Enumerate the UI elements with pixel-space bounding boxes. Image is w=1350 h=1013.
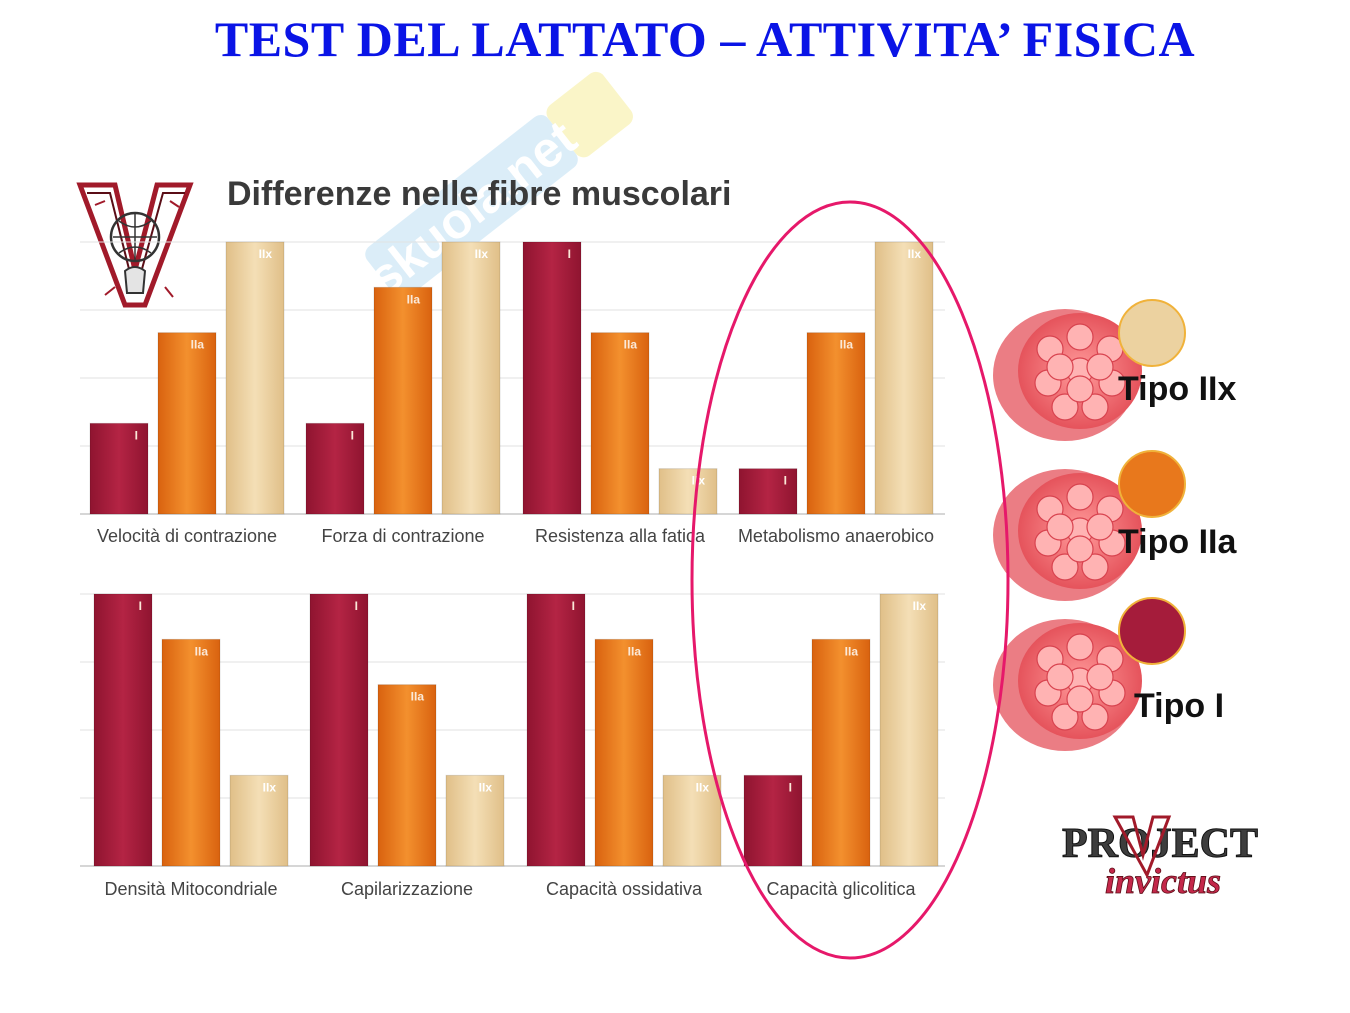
panel-title: Capacità ossidativa (546, 879, 703, 899)
chart-panel: I IIa IIx Densità Mitocondriale (93, 593, 289, 899)
bar-label: I (139, 599, 142, 613)
chart-panel: I IIa IIx Velocità di contrazione (89, 241, 285, 546)
legend-swatch (1118, 450, 1186, 518)
bar-label: IIa (407, 292, 421, 306)
bar-label: IIx (263, 780, 277, 794)
bar-i (522, 241, 582, 515)
chart-panel: I IIa IIx Capilarizzazione (309, 593, 505, 899)
bar-iia (161, 638, 221, 867)
bar-label: IIx (475, 247, 489, 261)
bar-label: IIx (696, 780, 710, 794)
bar-iia (373, 286, 433, 515)
bar-label: IIa (624, 338, 638, 352)
bar-label: I (355, 599, 358, 613)
bar-label: IIx (259, 247, 273, 261)
bar-i (743, 774, 803, 867)
bar-i (89, 422, 149, 515)
chart-heading: Differenze nelle fibre muscolari (227, 175, 732, 213)
bar-iia (590, 332, 650, 515)
bar-label: IIa (411, 690, 425, 704)
panel-title: Metabolismo anaerobico (738, 526, 934, 546)
bar-label: IIx (913, 599, 927, 613)
bar-label: IIa (840, 338, 854, 352)
bar-iia (806, 332, 866, 515)
panel-title: Velocità di contrazione (97, 526, 277, 546)
project-invictus-logo: PROJECT invictus (1061, 815, 1259, 900)
legend-label-iia: Tipo IIa (1118, 523, 1237, 561)
chart-panel: I IIa IIx Forza di contrazione (305, 241, 501, 546)
bar-label: IIa (628, 644, 642, 658)
bar-iia (811, 638, 871, 867)
bar-i (526, 593, 586, 867)
bar-iix (229, 774, 289, 867)
bar-label: I (135, 428, 138, 442)
chart-panel: I IIa IIx Capacità ossidativa (526, 593, 722, 899)
bar-label: I (351, 428, 354, 442)
bar-label: I (789, 780, 792, 794)
muscle-bundle-icon (993, 619, 1142, 751)
bar-label: I (572, 599, 575, 613)
panel-title: Densità Mitocondriale (104, 879, 277, 899)
legend-label-iix: Tipo IIx (1118, 370, 1237, 408)
panel-title: Resistenza alla fatica (535, 526, 706, 546)
bar-label: IIa (845, 644, 859, 658)
bar-iix (445, 774, 505, 867)
panel-title: Capilarizzazione (341, 879, 473, 899)
bar-iix (225, 241, 285, 515)
bar-iia (157, 332, 217, 515)
bar-iia (377, 684, 437, 867)
bar-label: IIa (195, 644, 209, 658)
legend-label-i: Tipo I (1134, 687, 1225, 725)
bar-i (305, 422, 365, 515)
bar-label: I (784, 474, 787, 488)
bar-iix (874, 241, 934, 515)
project-logo-line2: invictus (1105, 861, 1221, 900)
bar-label: IIx (479, 780, 493, 794)
legend-swatch (1118, 597, 1186, 665)
bar-i (309, 593, 369, 867)
legend-swatch (1118, 299, 1186, 367)
bar-label: IIa (191, 338, 205, 352)
muscle-bundle-icon (993, 309, 1142, 441)
bar-i (738, 468, 798, 515)
bar-i (93, 593, 153, 867)
chart-panel: I IIa IIx Metabolismo anaerobico (738, 241, 934, 546)
bar-iix (441, 241, 501, 515)
bar-label: IIx (908, 247, 922, 261)
bar-label: I (568, 247, 571, 261)
panel-title: Forza di contrazione (321, 526, 484, 546)
bar-iix (658, 468, 718, 515)
bar-iix (662, 774, 722, 867)
highlight-ellipse (690, 200, 1010, 960)
bar-iix (879, 593, 939, 867)
bar-iia (594, 638, 654, 867)
slide-title: TEST DEL LATTATO – ATTIVITA’ FISICA (214, 11, 1196, 67)
chart-panel: I IIa IIx Capacità glicolitica (743, 593, 939, 899)
muscle-bundle-icon (993, 469, 1142, 601)
v-logo-icon (76, 182, 194, 308)
panel-title: Capacità glicolitica (766, 879, 916, 899)
